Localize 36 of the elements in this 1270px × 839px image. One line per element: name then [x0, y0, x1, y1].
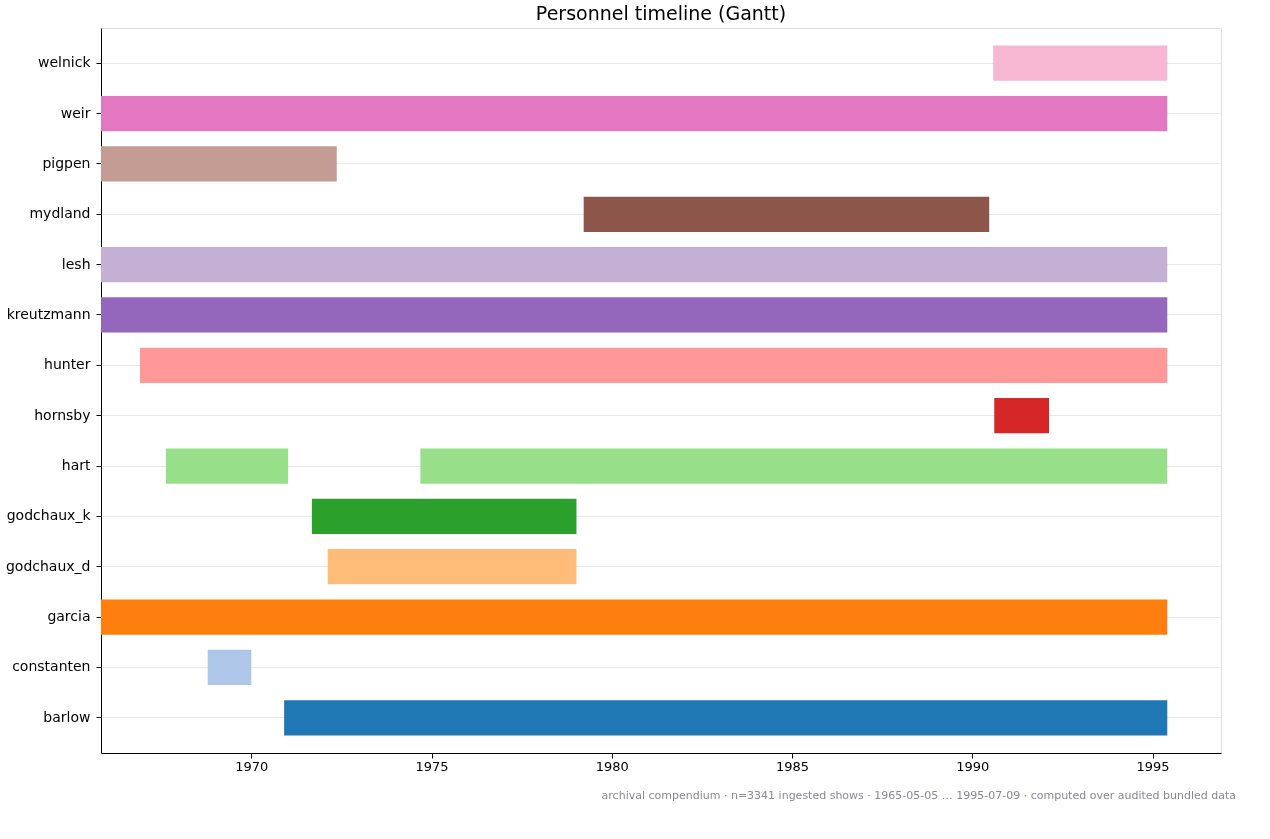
bar — [420, 448, 1168, 484]
y-tick-label: lesh — [61, 255, 91, 272]
y-tick-label: welnick — [37, 54, 92, 71]
y-tick-label: godchaux_k — [6, 507, 92, 524]
x-tick-label: 1970 — [235, 758, 269, 774]
y-tick-label: constanten — [12, 658, 91, 675]
bar — [327, 549, 577, 585]
y-tick-label: barlow — [43, 708, 91, 725]
x-tick-label: 1980 — [595, 758, 629, 774]
bar — [993, 45, 1168, 81]
bar — [139, 347, 1168, 383]
bar — [284, 700, 1168, 736]
y-tick-label: mydland — [29, 205, 91, 222]
y-tick-label: hornsby — [34, 406, 91, 423]
bar — [311, 498, 577, 534]
x-tick-label: 1975 — [415, 758, 449, 774]
bar — [101, 599, 1168, 635]
y-tick-label: hart — [61, 457, 91, 474]
bar — [583, 196, 990, 232]
x-tick-label: 1995 — [1136, 758, 1170, 774]
bar — [207, 649, 252, 686]
bar — [101, 297, 1168, 333]
text: archival compendium · n=3341 ingested shows · 1965-05-05 … 1995-07-09 · computed over audited bundled data — [601, 789, 1236, 802]
bar — [101, 95, 1168, 132]
y-tick-label: kreutzmann — [6, 305, 91, 322]
y-tick-label: hunter — [44, 356, 91, 373]
bar — [994, 398, 1050, 434]
y-tick-label: pigpen — [42, 154, 91, 171]
y-tick-label: godchaux_d — [5, 557, 91, 574]
x-tick-label: 1985 — [775, 758, 810, 774]
bar — [101, 247, 1168, 283]
y-tick-label: weir — [60, 104, 91, 121]
chart-title: Personnel timeline (Gantt) — [535, 2, 787, 24]
bar — [101, 146, 337, 182]
x-tick-label: 1990 — [956, 758, 990, 774]
y-tick-label: garcia — [47, 608, 91, 625]
